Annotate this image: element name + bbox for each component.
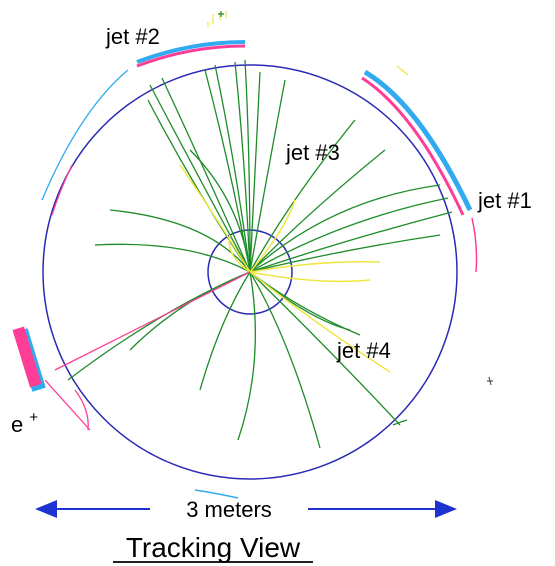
jet-label-4: jet #4 <box>336 338 391 363</box>
diagram-title: Tracking View <box>126 532 301 563</box>
positron-label-base: e <box>11 412 23 437</box>
scale-arrowhead-left <box>35 500 57 518</box>
scale-label: 3 meters <box>186 497 272 522</box>
jet-label-2: jet #2 <box>105 24 160 49</box>
positron-track <box>54 271 251 371</box>
green-tracks <box>67 59 453 449</box>
debris-marks <box>207 11 493 386</box>
yellow-tracks <box>179 164 391 373</box>
scale-arrowhead-right <box>435 500 457 518</box>
jet-label-3: jet #3 <box>285 140 340 165</box>
outer-detector-circle <box>42 64 458 480</box>
positron-label-superscript: + <box>29 409 38 426</box>
jet-label-1: jet #1 <box>477 188 532 213</box>
positron-label: e + <box>11 409 38 437</box>
calorimeter-clusters <box>41 40 478 499</box>
positron-cluster-magenta <box>12 326 42 388</box>
scale-bar: 3 meters <box>35 497 457 522</box>
